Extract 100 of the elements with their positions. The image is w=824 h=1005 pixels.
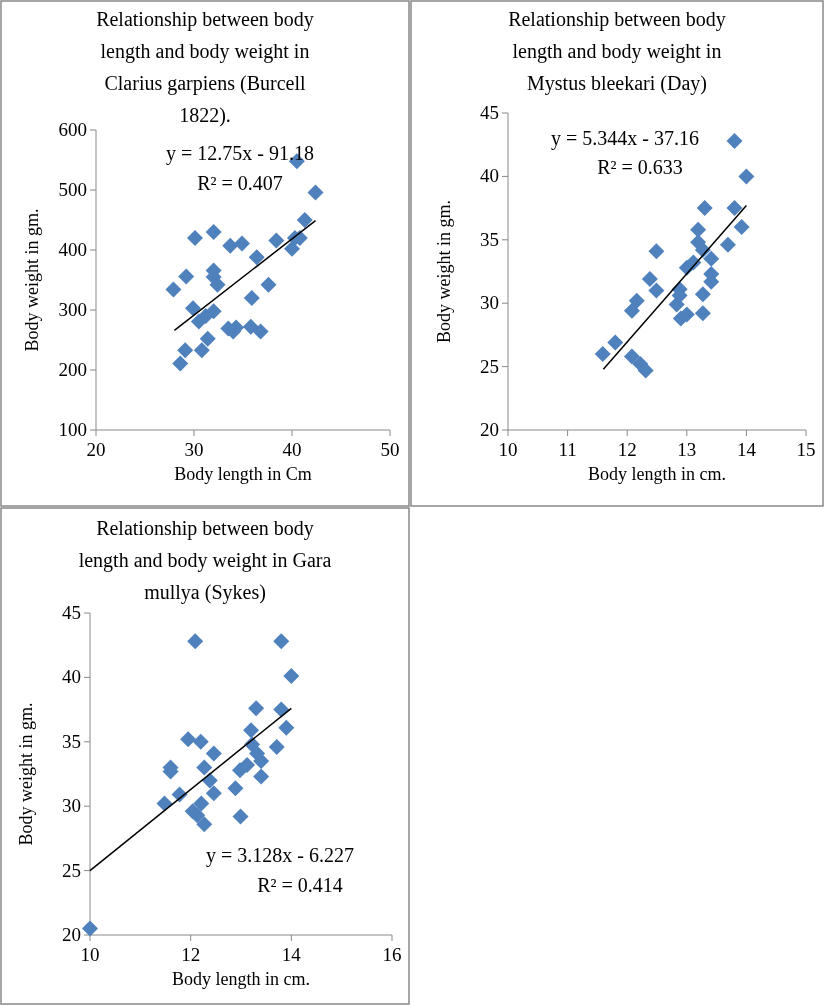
x-tick-label: 15 — [796, 439, 816, 460]
annotation: R² = 0.633 — [597, 156, 683, 178]
point — [694, 286, 711, 303]
point — [234, 235, 251, 252]
annotation: R² = 0.407 — [197, 172, 283, 194]
point — [648, 282, 665, 299]
point — [193, 795, 210, 812]
y-tick-label: 40 — [480, 165, 499, 187]
point — [738, 168, 755, 185]
point — [205, 224, 222, 240]
y-axis-title: Body weight in gm. — [16, 702, 36, 846]
point — [648, 243, 665, 260]
x-tick-label: 50 — [380, 439, 400, 460]
annotation: y = 5.344x - 37.16 — [551, 127, 699, 150]
point — [177, 342, 194, 359]
point — [253, 753, 270, 770]
point — [243, 290, 260, 306]
x-tick-label: 12 — [181, 944, 201, 965]
point — [628, 292, 645, 309]
y-tick-label: 45 — [62, 602, 81, 623]
y-tick-label: 20 — [480, 419, 499, 440]
point — [296, 212, 313, 228]
point — [307, 184, 324, 201]
y-tick-label: 45 — [480, 102, 499, 123]
y-tick-label: 30 — [480, 292, 499, 314]
point — [248, 249, 265, 266]
point — [607, 334, 624, 351]
point — [623, 348, 640, 365]
point — [242, 318, 259, 335]
point — [227, 780, 244, 797]
point — [278, 719, 295, 736]
point — [273, 701, 290, 718]
x-tick-label: 16 — [382, 944, 402, 965]
x-tick-label: 12 — [617, 439, 637, 460]
x-tick-label: 10 — [80, 944, 100, 965]
y-tick-label: 500 — [58, 179, 87, 200]
x-tick-label: 14 — [736, 439, 757, 460]
x-axis-title: Body length in Cm — [174, 464, 312, 484]
y-tick-label: 600 — [58, 119, 87, 140]
y-tick-label: 30 — [62, 795, 81, 817]
point — [193, 342, 210, 359]
y-tick-label: 100 — [58, 419, 87, 440]
x-tick-label: 13 — [677, 439, 697, 460]
point — [641, 271, 658, 288]
y-axis-title: Body weight in gm. — [22, 208, 42, 352]
annotation: R² = 0.414 — [257, 874, 343, 896]
point — [196, 759, 213, 776]
point — [252, 323, 269, 340]
point — [205, 785, 222, 802]
point — [253, 768, 270, 785]
x-tick-label: 20 — [86, 439, 106, 460]
point — [186, 230, 203, 246]
y-axis-title: Body weight in gm. — [434, 200, 454, 343]
point — [733, 219, 750, 236]
point — [260, 276, 277, 293]
x-axis-title: Body length in cm. — [172, 969, 310, 989]
x-tick-label: 11 — [558, 439, 577, 460]
y-tick-label: 400 — [58, 239, 87, 260]
point — [623, 302, 640, 319]
point — [273, 633, 290, 650]
point — [222, 237, 239, 254]
point — [243, 722, 260, 739]
point — [189, 807, 206, 824]
annotation: y = 12.75x - 91.18 — [166, 142, 314, 165]
point — [232, 808, 249, 825]
point — [165, 281, 182, 298]
x-tick-label: 40 — [282, 439, 302, 460]
y-tick-label: 35 — [480, 228, 499, 250]
chart-title: Relationship between body length and body weight in Mystus bleekari (Day) — [508, 8, 726, 95]
point — [197, 308, 214, 324]
point — [726, 132, 743, 149]
point — [696, 200, 713, 217]
point — [82, 920, 98, 937]
point — [726, 200, 743, 217]
point — [192, 733, 209, 750]
x-tick-label: 30 — [184, 439, 204, 460]
point — [239, 756, 256, 773]
x-tick-label: 14 — [281, 944, 302, 965]
x-axis-title: Body length in cm. — [588, 464, 726, 484]
point — [178, 268, 195, 285]
y-tick-label: 200 — [58, 359, 87, 380]
point — [268, 738, 285, 755]
point — [703, 250, 720, 267]
x-tick-label: 10 — [498, 439, 518, 460]
point — [199, 330, 216, 347]
annotation: y = 3.128x - 6.227 — [206, 844, 354, 867]
point — [594, 345, 611, 362]
y-tick-label: 20 — [62, 924, 81, 945]
chart-title: Relationship between body length and body weight in Gara mullya (Sykes) — [78, 517, 332, 604]
y-tick-label: 40 — [62, 666, 81, 688]
y-tick-label: 25 — [62, 859, 81, 881]
y-tick-label: 35 — [62, 730, 81, 752]
point — [690, 221, 707, 238]
point — [172, 355, 189, 372]
point — [637, 362, 654, 379]
point — [284, 240, 300, 257]
point — [719, 236, 736, 253]
point — [205, 745, 222, 762]
point — [248, 700, 265, 717]
point — [180, 731, 197, 748]
